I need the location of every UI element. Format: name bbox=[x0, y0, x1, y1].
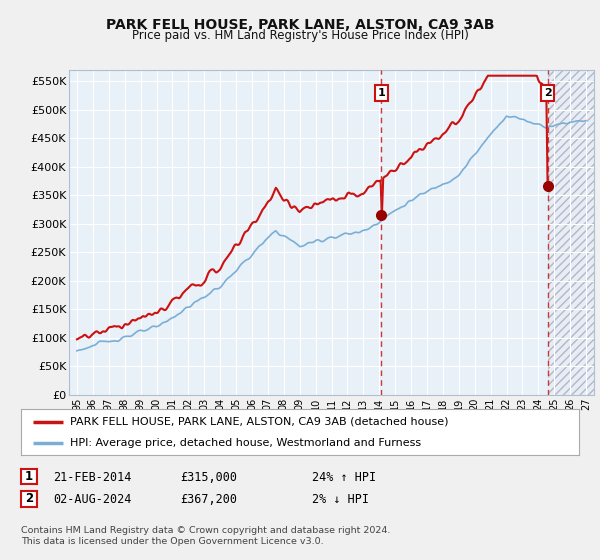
Text: 1: 1 bbox=[377, 88, 385, 98]
Text: HPI: Average price, detached house, Westmorland and Furness: HPI: Average price, detached house, West… bbox=[70, 438, 421, 448]
Text: 2: 2 bbox=[25, 492, 33, 506]
Bar bbox=[548, 70, 594, 395]
Text: PARK FELL HOUSE, PARK LANE, ALSTON, CA9 3AB (detached house): PARK FELL HOUSE, PARK LANE, ALSTON, CA9 … bbox=[70, 417, 449, 427]
Text: 21-FEB-2014: 21-FEB-2014 bbox=[53, 470, 131, 484]
Text: Contains HM Land Registry data © Crown copyright and database right 2024.
This d: Contains HM Land Registry data © Crown c… bbox=[21, 526, 391, 546]
Text: PARK FELL HOUSE, PARK LANE, ALSTON, CA9 3AB: PARK FELL HOUSE, PARK LANE, ALSTON, CA9 … bbox=[106, 18, 494, 32]
Text: 2% ↓ HPI: 2% ↓ HPI bbox=[312, 493, 369, 506]
Text: 1: 1 bbox=[25, 470, 33, 483]
Text: £367,200: £367,200 bbox=[180, 493, 237, 506]
Bar bbox=[548, 70, 594, 395]
Text: 2: 2 bbox=[544, 88, 551, 98]
Text: Price paid vs. HM Land Registry's House Price Index (HPI): Price paid vs. HM Land Registry's House … bbox=[131, 29, 469, 42]
Text: £315,000: £315,000 bbox=[180, 470, 237, 484]
Text: 02-AUG-2024: 02-AUG-2024 bbox=[53, 493, 131, 506]
Text: 24% ↑ HPI: 24% ↑ HPI bbox=[312, 470, 376, 484]
